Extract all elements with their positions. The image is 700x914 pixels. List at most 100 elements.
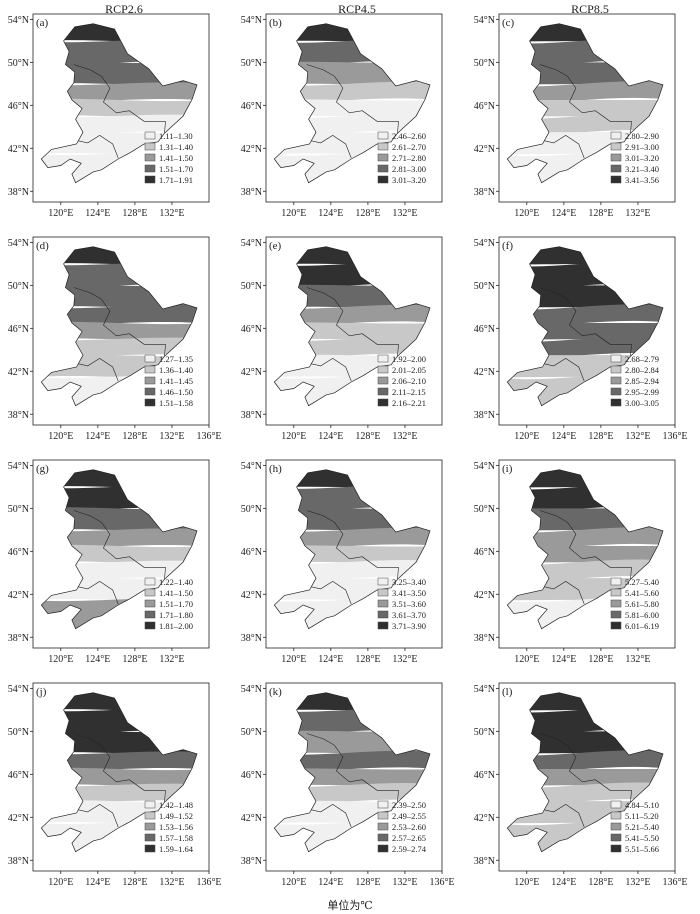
panel-label: (l) bbox=[502, 686, 513, 698]
lon-tick-label: 132°E bbox=[392, 431, 417, 442]
lat-tick-label: 38°N bbox=[474, 856, 495, 867]
lat-tick-label: 38°N bbox=[8, 187, 29, 198]
lon-tick-label: 128°E bbox=[588, 877, 613, 888]
lat-tick-label: 54°N bbox=[474, 15, 495, 26]
legend-label: 1.27–1.35 bbox=[159, 354, 193, 364]
legend-label: 1.11–1.30 bbox=[159, 131, 193, 141]
legend-label: 5.41–5.60 bbox=[625, 588, 659, 598]
shaded-band bbox=[274, 527, 430, 549]
lat-tick-label: 42°N bbox=[241, 813, 262, 824]
lon-tick-label: 136°E bbox=[429, 877, 454, 888]
lon-tick-label: 128°E bbox=[588, 654, 613, 665]
legend-label: 2.71–2.80 bbox=[392, 153, 426, 163]
legend-swatch bbox=[610, 844, 622, 853]
province-border bbox=[306, 733, 399, 803]
map-panel: (h) 54°N 50°N 46°N 42°N 38°N 120°E 124°E 128°E 13… bbox=[233, 458, 465, 680]
legend-swatch bbox=[144, 131, 156, 140]
legend-swatch bbox=[144, 365, 156, 374]
region-outline bbox=[273, 469, 431, 630]
map-figure: (c) 54°N 50°N 46°N 42°N 38°N 120°E 124°E 128°E 13… bbox=[474, 13, 676, 219]
legend-label: 2.68–2.79 bbox=[625, 354, 659, 364]
legend-label: 4.84–5.10 bbox=[625, 800, 659, 810]
legend-label: 2.06–2.10 bbox=[392, 376, 426, 386]
province-border bbox=[73, 287, 166, 357]
lon-tick-label: 124°E bbox=[551, 431, 576, 442]
lat-tick-label: 42°N bbox=[474, 813, 495, 824]
lon-tick-label: 120°E bbox=[514, 877, 539, 888]
legend-swatch bbox=[377, 175, 389, 184]
region-outline bbox=[40, 469, 198, 630]
legend-swatch bbox=[377, 153, 389, 162]
legend-swatch bbox=[377, 387, 389, 396]
legend-label: 2.46–2.60 bbox=[392, 131, 426, 141]
legend-swatch bbox=[144, 588, 156, 597]
region-outline bbox=[40, 23, 198, 184]
map-figure: (h) 54°N 50°N 46°N 42°N 38°N 120°E 124°E 128°E 13… bbox=[241, 459, 443, 665]
province-border bbox=[78, 804, 119, 828]
lat-tick-label: 50°N bbox=[8, 504, 29, 515]
legend-swatch bbox=[144, 599, 156, 608]
legend-swatch bbox=[610, 387, 622, 396]
shaded-band bbox=[274, 81, 430, 103]
lat-tick-label: 54°N bbox=[8, 15, 29, 26]
lon-tick-label: 132°E bbox=[159, 208, 184, 219]
province-border bbox=[544, 135, 585, 159]
legend-label: 5.21–5.40 bbox=[625, 822, 659, 832]
province-border bbox=[544, 581, 585, 605]
legend-swatch bbox=[377, 354, 389, 363]
province-border bbox=[306, 510, 399, 580]
legend-label: 2.80–2.90 bbox=[625, 131, 659, 141]
lat-tick-label: 42°N bbox=[474, 144, 495, 155]
lon-tick-label: 124°E bbox=[551, 654, 576, 665]
legend-label: 3.25–3.40 bbox=[392, 577, 426, 587]
province-border bbox=[539, 733, 632, 803]
lat-tick-label: 38°N bbox=[474, 410, 495, 421]
legend-swatch bbox=[377, 376, 389, 385]
region-outline bbox=[273, 246, 431, 407]
lon-tick-label: 124°E bbox=[85, 431, 110, 442]
legend-label: 2.16–2.21 bbox=[392, 398, 426, 408]
map-figure: (b) 54°N 50°N 46°N 42°N 38°N 120°E 124°E 128°E 13… bbox=[241, 13, 443, 219]
legend-swatch bbox=[377, 610, 389, 619]
lon-tick-label: 120°E bbox=[514, 431, 539, 442]
lat-tick-label: 54°N bbox=[474, 461, 495, 472]
region-outline bbox=[506, 469, 664, 630]
shaded-band bbox=[274, 750, 430, 772]
legend-label: 1.41–1.50 bbox=[159, 588, 193, 598]
legend-swatch bbox=[610, 142, 622, 151]
lat-tick-label: 50°N bbox=[474, 281, 495, 292]
lon-tick-label: 132°E bbox=[159, 431, 184, 442]
lat-tick-label: 46°N bbox=[241, 324, 262, 335]
map-figure: (e) 54°N 50°N 46°N 42°N 38°N 120°E 124°E 128°E 13… bbox=[241, 236, 443, 442]
legend-label: 1.22–1.40 bbox=[159, 577, 193, 587]
legend-label: 1.46–1.50 bbox=[159, 387, 193, 397]
lat-tick-label: 50°N bbox=[241, 727, 262, 738]
legend-label: 2.39–2.50 bbox=[392, 800, 426, 810]
legend-swatch bbox=[377, 131, 389, 140]
column-title-rcp26: RCP2.6 bbox=[105, 2, 143, 16]
map-figure: (k) 54°N 50°N 46°N 42°N 38°N 120°E 124°E 128°E 13… bbox=[241, 682, 455, 888]
legend-label: 2.61–2.70 bbox=[392, 142, 426, 152]
lat-tick-label: 50°N bbox=[8, 281, 29, 292]
lat-tick-label: 54°N bbox=[474, 238, 495, 249]
legend-label: 2.49–2.55 bbox=[392, 811, 426, 821]
lon-tick-label: 128°E bbox=[122, 208, 147, 219]
lon-tick-label: 128°E bbox=[122, 877, 147, 888]
legend-swatch bbox=[144, 387, 156, 396]
legend-swatch bbox=[144, 610, 156, 619]
legend-label: 5.51–5.66 bbox=[625, 844, 659, 854]
legend-swatch bbox=[377, 599, 389, 608]
map-panel: (d) 54°N 50°N 46°N 42°N 38°N 120°E 124°E 128°E 13… bbox=[0, 235, 232, 457]
panel-label: (f) bbox=[502, 240, 513, 252]
province-border bbox=[311, 804, 352, 828]
lon-tick-label: 132°E bbox=[625, 208, 650, 219]
lon-tick-label: 120°E bbox=[48, 654, 73, 665]
lon-tick-label: 128°E bbox=[355, 877, 380, 888]
shaded-band bbox=[41, 82, 197, 102]
unit-note: 单位为℃ bbox=[327, 900, 373, 912]
legend-label: 1.51–1.70 bbox=[159, 164, 193, 174]
province-border bbox=[539, 510, 632, 580]
lon-tick-label: 128°E bbox=[355, 208, 380, 219]
lat-tick-label: 46°N bbox=[8, 324, 29, 335]
legend-label: 1.42–1.48 bbox=[159, 800, 193, 810]
